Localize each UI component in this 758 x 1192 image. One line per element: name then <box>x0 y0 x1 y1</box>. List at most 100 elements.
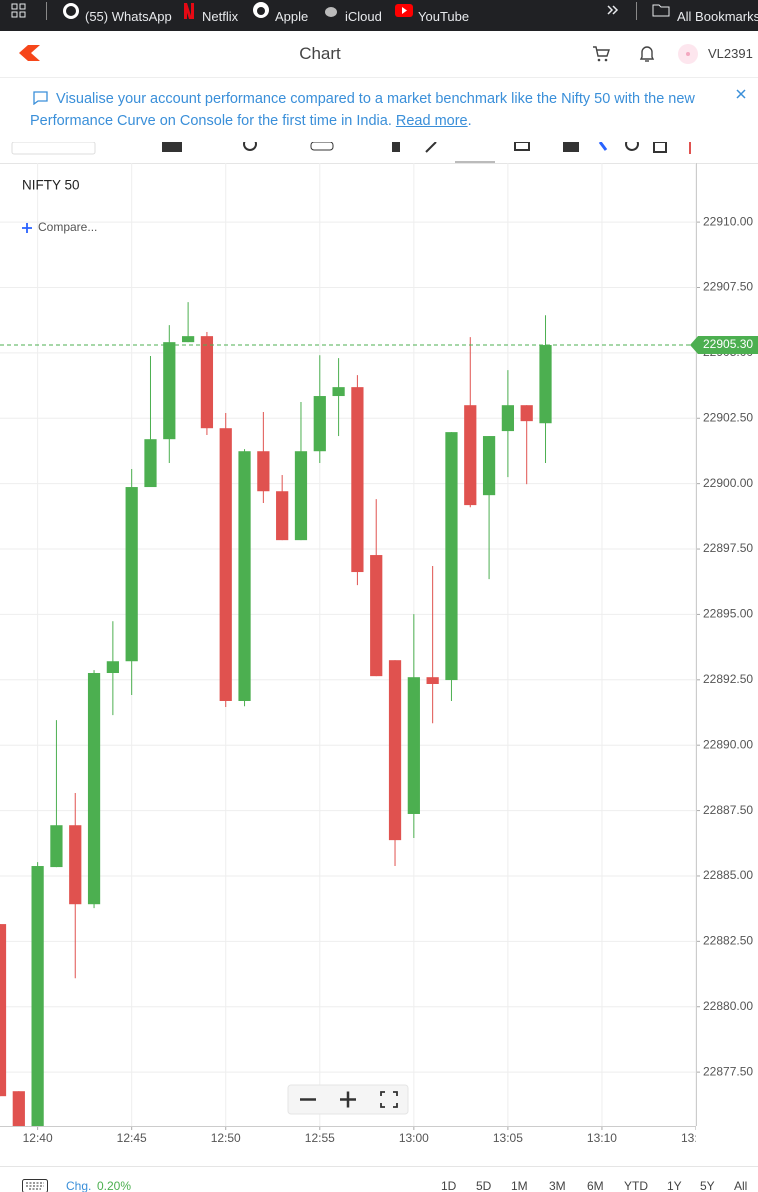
x-tick-label: 13:15 <box>681 1131 711 1145</box>
bookmarks-bar: (55) WhatsApp Netflix Apple iCloud YouTu… <box>0 0 758 31</box>
tool-icon[interactable] <box>625 142 639 151</box>
last-price-tag <box>690 336 758 355</box>
symbol-search[interactable] <box>11 142 96 155</box>
compare-icon[interactable] <box>22 223 32 233</box>
candle-body <box>501 405 515 432</box>
period-button[interactable]: 6M <box>587 1179 604 1192</box>
banner-end: . <box>467 113 472 129</box>
candle-body <box>50 825 63 868</box>
apple-icon <box>253 2 269 18</box>
tool-active <box>455 161 495 164</box>
candle-body <box>407 677 420 814</box>
x-tick-label: 13:00 <box>399 1131 429 1145</box>
candle-body <box>445 432 458 681</box>
apps-icon[interactable] <box>11 3 27 19</box>
more-bookmarks[interactable] <box>606 4 620 16</box>
toolbar <box>0 142 758 164</box>
banner: Visualise your account performance compa… <box>0 80 758 142</box>
change-label: Chg. <box>66 1179 92 1192</box>
bookmark[interactable]: YouTube <box>418 9 470 24</box>
bookmark[interactable]: (55) WhatsApp <box>85 9 172 24</box>
candle-body <box>276 491 289 541</box>
page-title: Chart <box>299 44 341 63</box>
period-button[interactable]: 5Y <box>700 1179 715 1192</box>
bell-icon[interactable] <box>639 45 655 63</box>
period-button[interactable]: 3M <box>549 1179 566 1192</box>
candle-body <box>332 387 345 397</box>
tool-icon[interactable] <box>310 142 334 151</box>
candle-body <box>106 661 119 674</box>
tool-icon[interactable] <box>563 142 579 152</box>
message-icon <box>33 91 48 106</box>
compare-button[interactable]: Compare... <box>38 220 97 234</box>
all-bookmarks[interactable]: All Bookmarks <box>677 9 758 24</box>
period-button[interactable]: 5D <box>476 1179 492 1192</box>
period-button[interactable]: 1Y <box>667 1179 682 1192</box>
y-tick-label: 22885.00 <box>703 868 753 882</box>
read-more-link[interactable]: Read more <box>395 113 468 129</box>
y-tick-label: 22877.50 <box>703 1064 753 1078</box>
candle-body <box>69 825 82 905</box>
close-banner[interactable] <box>736 89 746 99</box>
cart-icon[interactable] <box>592 45 610 63</box>
candle-body <box>238 451 251 701</box>
candle-body <box>181 336 195 343</box>
period-button[interactable]: 1M <box>511 1179 528 1192</box>
tool-icon[interactable] <box>162 142 182 152</box>
y-tick-label: 22892.50 <box>703 672 753 686</box>
y-tick-label: 22887.50 <box>703 803 753 817</box>
candle-body <box>351 387 364 573</box>
x-tick-label: 12:45 <box>117 1131 147 1145</box>
fullscreen[interactable] <box>380 1091 398 1108</box>
netflix-icon <box>184 3 194 19</box>
x-tick-label: 13:10 <box>587 1131 617 1145</box>
candle-body <box>144 439 157 488</box>
app-header: Chart VL2391 <box>0 31 758 78</box>
candle-body <box>12 1091 25 1126</box>
y-tick-label: 22907.50 <box>703 280 753 294</box>
y-tick-label: 22897.50 <box>703 541 753 555</box>
bookmark[interactable]: Apple <box>275 9 309 24</box>
tool-icon[interactable] <box>243 142 257 151</box>
x-tick-label: 12:55 <box>305 1131 335 1145</box>
y-tick-label: 22910.00 <box>703 214 753 228</box>
candle-body <box>313 396 326 452</box>
logo[interactable] <box>18 44 42 62</box>
period-button[interactable]: All <box>734 1179 748 1192</box>
x-tick-label: 12:50 <box>211 1131 241 1145</box>
zoom-in[interactable] <box>340 1091 356 1108</box>
keyboard-icon[interactable] <box>22 1179 48 1192</box>
user-id[interactable]: VL2391 <box>708 46 753 61</box>
x-tick-label: 12:40 <box>23 1131 53 1145</box>
candle-body <box>125 487 138 662</box>
candle-body <box>257 451 270 492</box>
zoom-controls <box>287 1084 409 1115</box>
candle-body <box>520 405 533 422</box>
tool-icon[interactable] <box>514 142 530 151</box>
banner-text: Visualise your account performance compa… <box>30 88 720 132</box>
candle-body <box>219 428 232 701</box>
period-button[interactable]: 1D <box>441 1179 457 1192</box>
bookmark[interactable]: iCloud <box>345 9 382 24</box>
period-button[interactable]: YTD <box>624 1179 648 1192</box>
tool-icon[interactable] <box>653 142 667 153</box>
whatsapp-icon <box>63 3 79 19</box>
avatar[interactable] <box>677 43 699 65</box>
tool-icon[interactable] <box>425 142 437 153</box>
candle-body <box>370 555 383 677</box>
candle-body <box>464 405 477 506</box>
candle-body <box>31 866 44 1126</box>
y-tick-label: 22880.00 <box>703 999 753 1013</box>
bookmark[interactable]: Netflix <box>202 9 239 24</box>
candle-body <box>87 673 101 905</box>
folder-icon <box>652 4 670 17</box>
tool-icon[interactable] <box>392 142 400 152</box>
x-tick-label: 13:05 <box>493 1131 523 1145</box>
icloud-icon <box>325 7 337 17</box>
y-tick-label: 22902.50 <box>703 410 753 424</box>
tool-icon[interactable] <box>598 142 608 151</box>
youtube-icon <box>395 4 413 17</box>
y-tick-label: 22900.00 <box>703 476 753 490</box>
chart-title: NIFTY 50 <box>22 178 80 193</box>
